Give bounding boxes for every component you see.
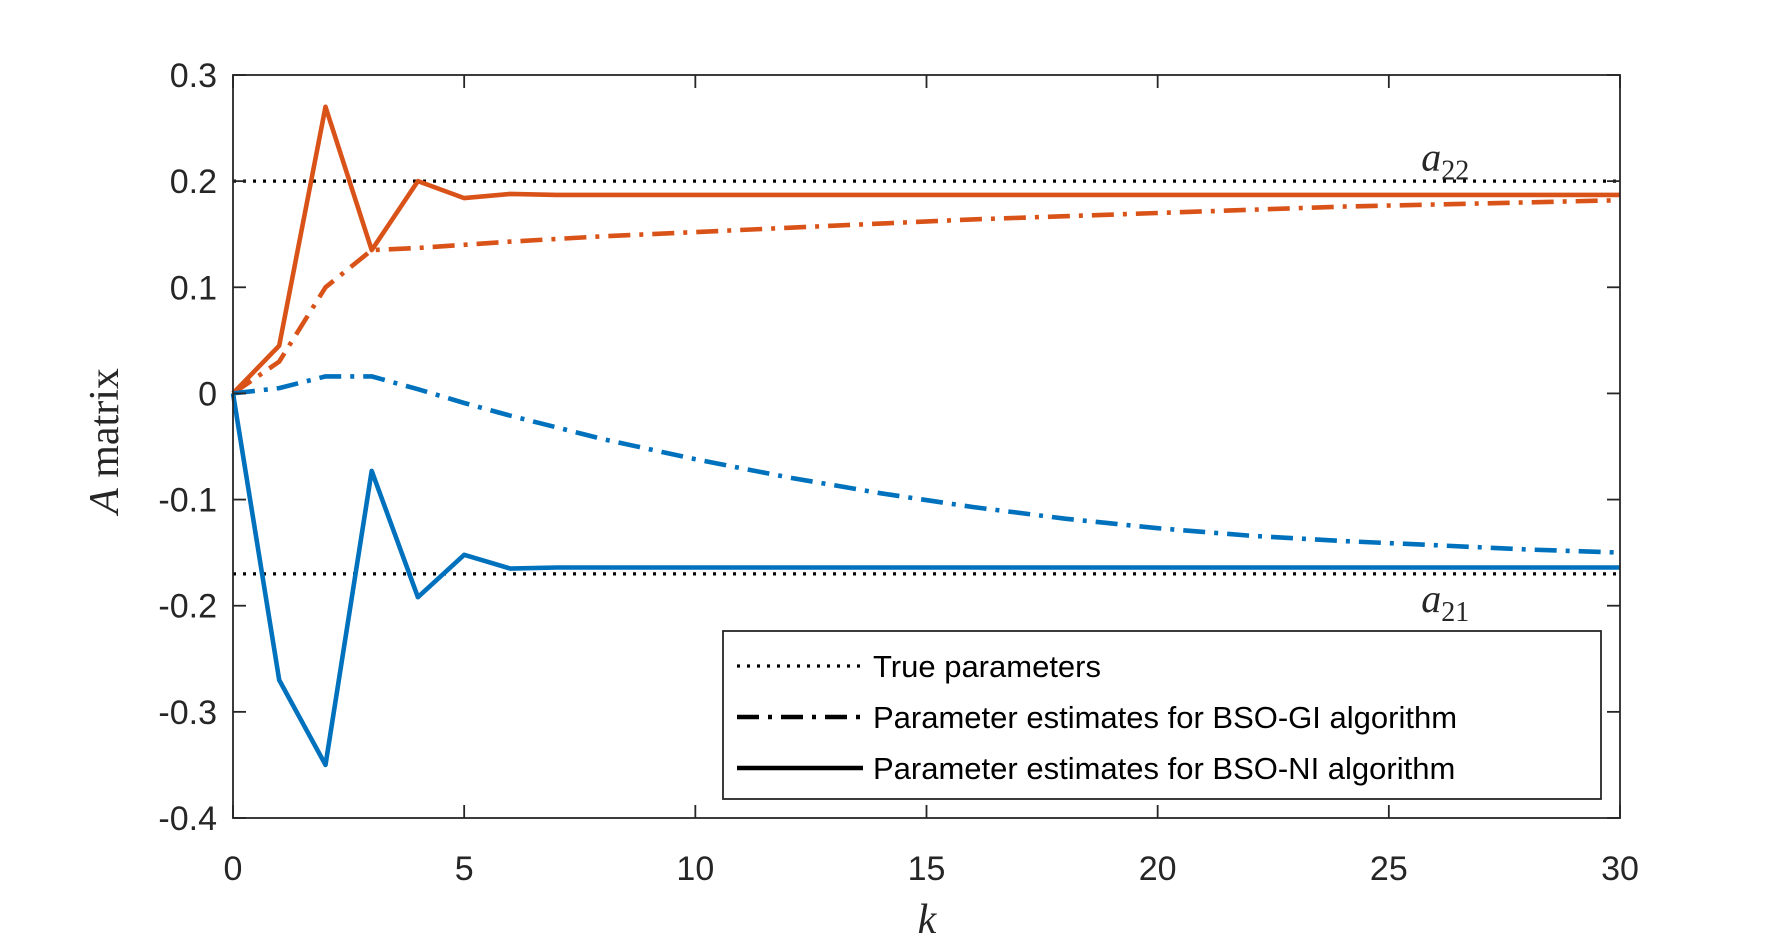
y-axis-title-text: matrix: [82, 368, 128, 488]
x-axis-title: k: [918, 897, 938, 943]
series-line-a21-bso-ni: [230, 393, 1620, 768]
y-axis-title-variable: A: [82, 488, 128, 517]
x-tick-label: 25: [1370, 850, 1408, 888]
series-layer: [230, 104, 1621, 768]
legend-label: Parameter estimates for BSO-GI algorithm: [873, 700, 1457, 735]
x-tick-label: 5: [455, 850, 474, 888]
annotation-subscript: 21: [1441, 597, 1469, 628]
x-tick-label: 10: [676, 850, 714, 888]
legend-box: [722, 630, 1602, 800]
legend: True parameters Parameter estimates for B…: [722, 630, 1602, 800]
y-tick-label: -0.1: [158, 482, 217, 520]
y-tick-label: -0.4: [158, 800, 217, 838]
annotation-a22: a22: [1421, 135, 1469, 187]
y-tick-label: -0.3: [158, 694, 217, 732]
y-tick-label: 0: [198, 375, 217, 413]
y-tick-label: 0.2: [170, 163, 217, 201]
y-axis-title: A matrix: [82, 368, 128, 517]
y-tick-label: 0.1: [170, 269, 217, 307]
series-line-a22-bso-ni: [231, 104, 1620, 396]
ticks-layer: 0 5 10 15 20 25 30 -0.4 -0.3 -0.2 -0.1 0 0.1 0.2 0.3: [158, 57, 1639, 888]
y-tick-label: 0.3: [170, 57, 217, 95]
annotation-a21: a21: [1421, 576, 1469, 628]
legend-label: Parameter estimates for BSO-NI algorithm: [873, 751, 1455, 786]
y-tick-label: -0.2: [158, 588, 217, 626]
x-tick-label: 15: [908, 850, 946, 888]
x-tick-label: 30: [1601, 850, 1639, 888]
annotation-base: a: [1421, 576, 1441, 621]
series-line-a22-bso-gi: [231, 197, 1621, 396]
annotation-subscript: 22: [1441, 156, 1469, 187]
legend-label: True parameters: [873, 649, 1101, 684]
series-line-a21-bso-gi: [232, 374, 1621, 555]
annotation-base: a: [1421, 135, 1441, 180]
x-tick-label: 0: [224, 850, 243, 888]
x-tick-label: 20: [1139, 850, 1177, 888]
